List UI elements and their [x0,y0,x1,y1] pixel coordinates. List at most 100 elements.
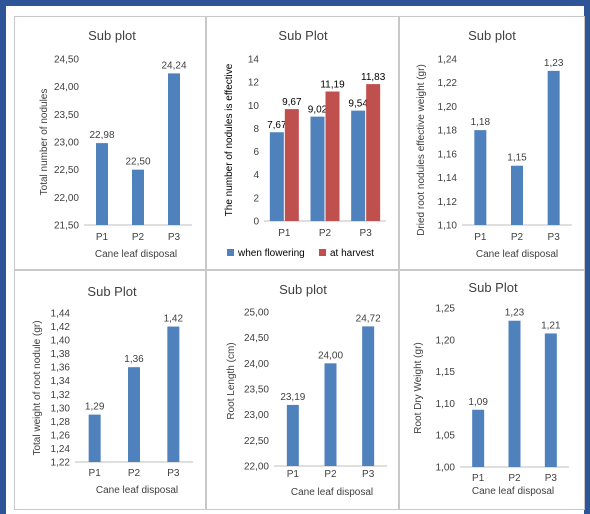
y-axis-label: The number of nodules is effective [224,63,235,216]
y-tick-label: 1,38 [51,349,71,360]
y-tick-label: 23,00 [54,138,79,149]
chart-title: Sub Plot [468,280,518,295]
data-label: 1,21 [541,320,561,331]
y-tick-label: 1,10 [436,399,456,410]
chart-title: Sub Plot [278,28,328,43]
data-label: 23,19 [280,392,305,403]
data-label: 7,67 [267,120,287,131]
x-tick-label: P2 [511,232,524,243]
y-tick-label: 1,22 [51,458,71,469]
x-tick-label: P2 [128,468,141,479]
bar [168,73,180,226]
chart-panel-1: Sub plot 21,50 22,00 22,50 23,00 23,50 24,00 24… [14,16,206,270]
y-tick-label: 1,40 [51,336,71,347]
data-label: 9,67 [282,97,302,108]
data-label: 1,29 [85,402,105,413]
y-tick-label: 1,25 [436,304,456,315]
legend-swatch [319,249,326,256]
chart-title: Sub plot [279,282,327,297]
bar [269,132,284,221]
bar [547,70,560,225]
x-tick-label: P1 [287,469,300,480]
y-tick-label: 1,28 [51,417,71,428]
bar [310,116,325,221]
bar [286,404,299,466]
y-axis-label: Total number of nodules [39,89,50,196]
y-tick-label: 1,34 [51,376,71,387]
y-axis-label: Root Length (cm) [226,342,237,419]
y-tick-label: 24,50 [244,333,269,344]
x-tick-label: P2 [508,473,521,484]
data-label: 22,50 [125,157,150,168]
x-tick-label: P3 [545,473,558,484]
data-label: 1,15 [507,153,527,164]
x-tick-label: P3 [362,469,375,480]
y-axis-label: Total weight of root nodule (gr) [32,320,43,455]
legend-label: when flowering [237,248,305,259]
chart-panel-4: Sub Plot 1,22 1,24 1,26 1,28 1,30 1,32 1,34 1,36… [14,270,206,510]
x-tick-label: P1 [96,232,109,243]
chart-title: Sub Plot [87,284,137,299]
bar [324,363,337,466]
y-tick-label: 23,00 [244,410,269,421]
y-tick-label: 1,14 [438,173,458,184]
x-tick-label: P3 [548,232,561,243]
data-label: 9,02 [308,105,328,116]
bar [325,91,340,221]
y-tick-label: 23,50 [244,385,269,396]
data-label: 1,42 [164,314,184,325]
y-tick-label: 1,16 [438,149,458,160]
chart-title: Sub plot [468,28,516,43]
y-tick-label: 14 [248,55,260,66]
x-axis-label: Cane leaf disposal [96,485,178,496]
y-tick-label: 21,50 [54,221,79,232]
y-tick-label: 1,18 [438,126,458,137]
y-tick-label: 22,50 [54,165,79,176]
x-axis-label: Cane leaf disposal [472,486,554,497]
bar [167,326,180,462]
bar [351,110,366,221]
bar [508,320,521,467]
legend-swatch [227,249,234,256]
y-tick-label: 1,20 [438,102,458,113]
y-tick-label: 1,44 [51,309,71,320]
y-tick-label: 1,24 [438,55,458,66]
x-tick-label: P1 [278,228,291,239]
y-tick-label: 24,50 [54,55,79,66]
x-tick-label: P1 [474,232,487,243]
x-tick-label: P3 [360,228,373,239]
bar [474,130,487,225]
y-tick-label: 0 [253,217,259,228]
y-tick-label: 1,26 [51,430,71,441]
data-label: 9,54 [348,99,368,110]
y-tick-label: 1,30 [51,403,71,414]
x-tick-label: P2 [132,232,145,243]
bar [472,409,485,467]
y-tick-label: 1,36 [51,363,71,374]
y-tick-label: 8 [253,124,259,135]
y-tick-label: 1,10 [438,221,458,232]
x-tick-label: P3 [167,468,180,479]
y-tick-label: 25,00 [244,308,269,319]
y-tick-label: 2 [253,193,259,204]
y-tick-label: 22,00 [54,193,79,204]
data-label: 11,83 [361,72,386,83]
chart-panel-5: Sub plot 22,00 22,50 23,00 23,50 24,00 24,50 25… [206,270,399,510]
y-tick-label: 10 [248,101,260,112]
y-tick-label: 12 [248,78,260,89]
y-tick-label: 6 [253,147,259,158]
bar [132,169,144,225]
bar [88,414,101,462]
bar [96,143,108,225]
y-tick-label: 24,00 [54,82,79,93]
data-label: 1,18 [471,117,491,128]
y-tick-label: 1,32 [51,390,71,401]
legend-label: at harvest [330,248,374,259]
data-label: 11,19 [320,80,345,91]
y-tick-label: 1,20 [436,335,456,346]
y-tick-label: 1,05 [436,431,456,442]
y-tick-label: 23,50 [54,110,79,121]
bar [366,84,381,221]
data-label: 22,98 [89,130,114,141]
x-tick-label: P1 [89,468,102,479]
